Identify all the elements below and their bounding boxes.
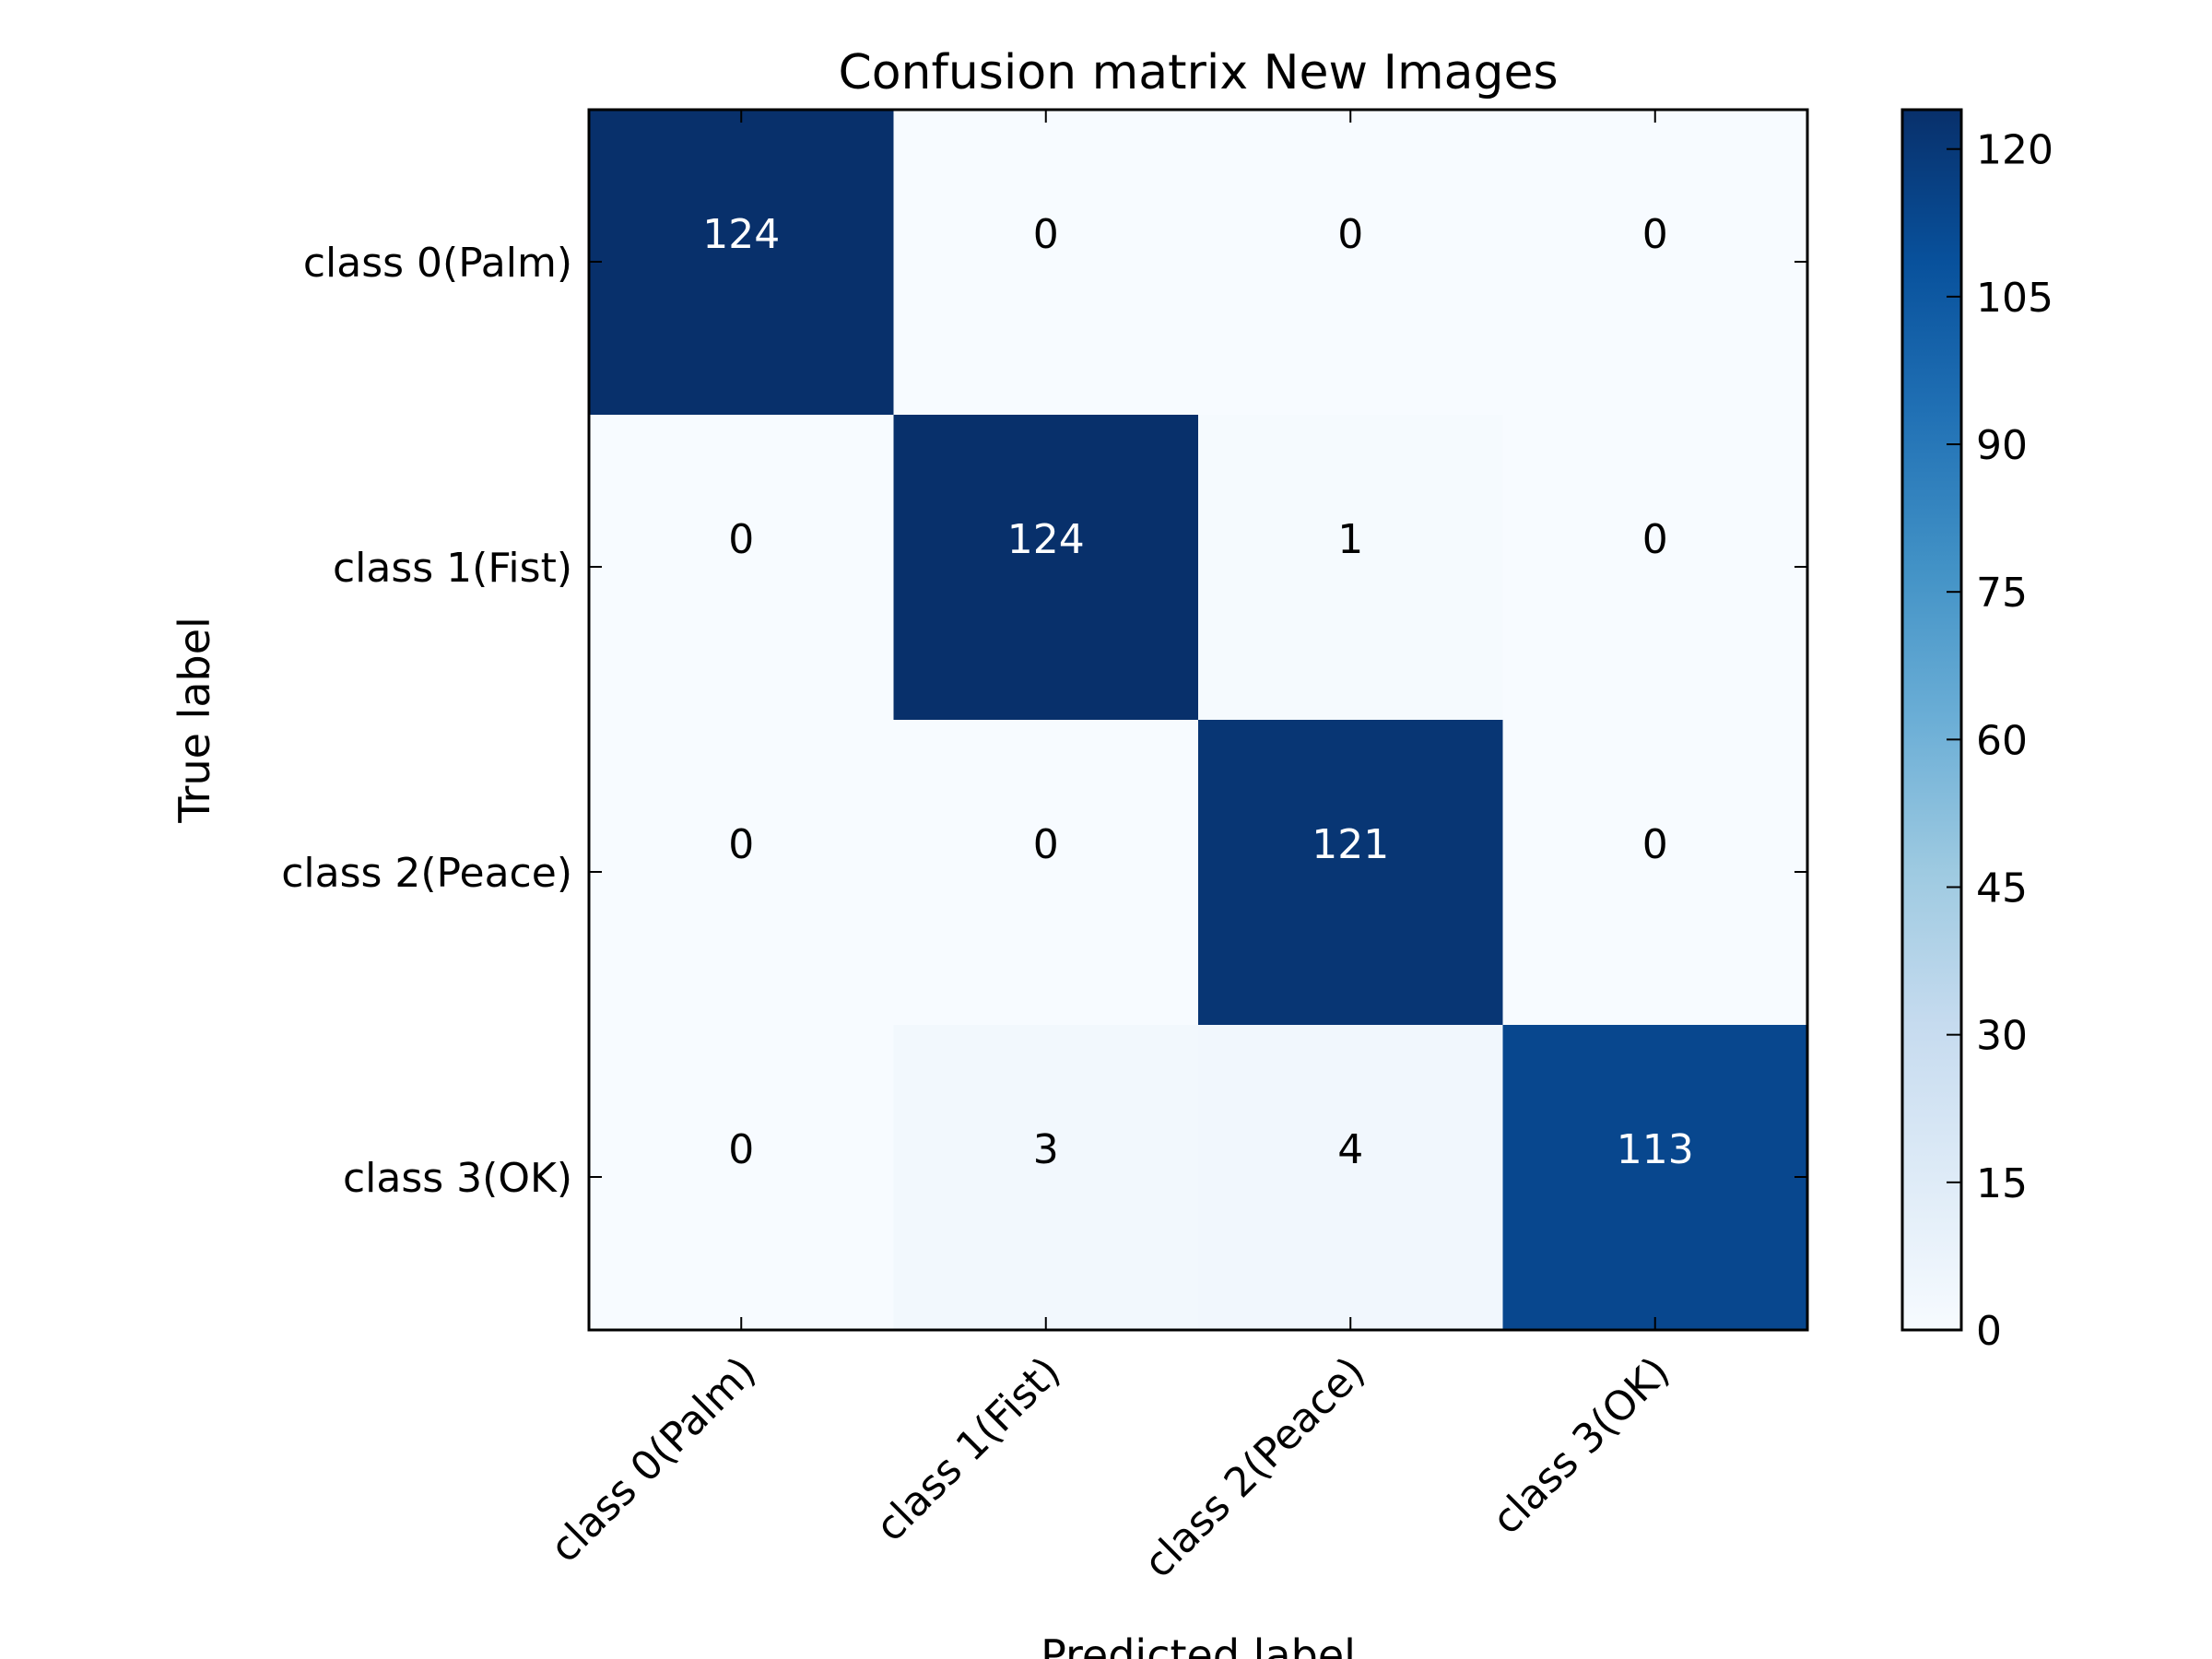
matrix-cell-r0-c1 xyxy=(893,110,1199,416)
matrix-cell-r0-c0 xyxy=(589,110,894,416)
cell-value-r0-c2: 0 xyxy=(1337,211,1363,258)
colorbar-tick-label: 105 xyxy=(1976,275,2053,322)
matrix-cells xyxy=(589,110,1808,1331)
colorbar-tick-label: 45 xyxy=(1976,865,2028,912)
y-tick-label: class 3(OK) xyxy=(343,1155,572,1202)
colorbar-tick-label: 15 xyxy=(1976,1160,2028,1207)
matrix-cell-r3-c2 xyxy=(1198,1025,1503,1331)
matrix-cell-r1-c3 xyxy=(1502,415,1808,721)
cell-value-r1-c0: 0 xyxy=(728,516,754,563)
matrix-cell-r2-c2 xyxy=(1198,720,1503,1026)
matrix-cell-r1-c0 xyxy=(589,415,894,721)
colorbar-ticks: 0 15 30 45 60 75 90 105 120 xyxy=(1947,127,2053,1355)
colorbar-tick-label: 75 xyxy=(1976,570,2028,617)
colorbar-tick-label: 120 xyxy=(1976,127,2053,174)
matrix-cell-r3-c1 xyxy=(893,1025,1199,1331)
colorbar-tick-label: 0 xyxy=(1976,1308,2002,1355)
matrix-cell-r3-c3 xyxy=(1502,1025,1808,1331)
matrix-cell-r1-c1 xyxy=(893,415,1199,721)
plot-frame xyxy=(587,108,1809,1332)
matrix-cell-r2-c3 xyxy=(1502,720,1808,1026)
chart-title: Confusion matrix New Images xyxy=(838,45,1558,100)
cell-value-r3-c0: 0 xyxy=(728,1126,754,1173)
cell-value-r3-c1: 3 xyxy=(1033,1126,1059,1173)
x-axis-label: Predicted label xyxy=(1041,1630,1356,1659)
y-tick-label: class 2(Peace) xyxy=(281,850,572,897)
y-tick-label: class 0(Palm) xyxy=(303,240,572,287)
y-axis-label: True label xyxy=(170,617,219,824)
y-tick-label: class 1(Fist) xyxy=(333,545,572,592)
colorbar-tick-label: 30 xyxy=(1976,1013,2028,1060)
colorbar xyxy=(1900,108,1963,1332)
cell-value-r1-c2: 1 xyxy=(1337,516,1363,563)
cell-labels: 124 0 0 0 0 124 1 0 0 0 121 0 0 3 4 113 xyxy=(702,211,1693,1173)
cell-value-r1-c1: 124 xyxy=(1007,516,1085,563)
cell-value-r3-c2: 4 xyxy=(1337,1126,1363,1173)
cell-value-r0-c0: 124 xyxy=(702,211,780,258)
cell-value-r2-c3: 0 xyxy=(1642,821,1668,868)
matrix-cell-r0-c3 xyxy=(1502,110,1808,416)
matrix-cell-r0-c2 xyxy=(1198,110,1503,416)
cell-value-r0-c1: 0 xyxy=(1033,211,1059,258)
matrix-cell-r2-c0 xyxy=(589,720,894,1026)
matrix-cell-r1-c2 xyxy=(1198,415,1503,721)
cell-value-r2-c0: 0 xyxy=(728,821,754,868)
colorbar-tick-label: 90 xyxy=(1976,422,2028,469)
cell-value-r2-c2: 121 xyxy=(1312,821,1389,868)
y-axis-ticks: class 0(Palm) class 1(Fist) class 2(Peace)… xyxy=(281,240,1807,1202)
cell-value-r2-c1: 0 xyxy=(1033,821,1059,868)
cell-value-r0-c3: 0 xyxy=(1642,211,1668,258)
matrix-cell-r2-c1 xyxy=(893,720,1199,1026)
cell-value-r1-c3: 0 xyxy=(1642,516,1668,563)
cell-value-r3-c3: 113 xyxy=(1617,1126,1694,1173)
matrix-cell-r3-c0 xyxy=(589,1025,894,1331)
colorbar-tick-label: 60 xyxy=(1976,717,2028,764)
